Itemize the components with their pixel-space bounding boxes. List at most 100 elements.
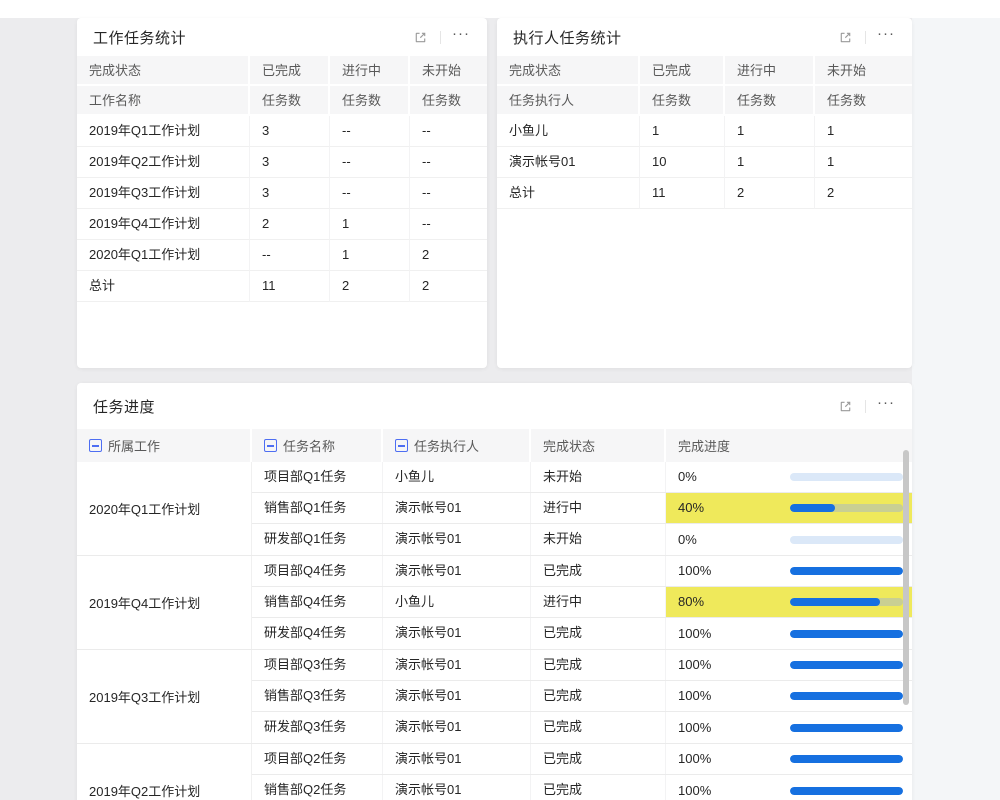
task-name-cell: 销售部Q1任务 bbox=[252, 493, 383, 523]
table-cell: 11 bbox=[640, 178, 725, 209]
more-menu-icon[interactable]: ··· bbox=[452, 25, 470, 42]
progress-bar bbox=[790, 661, 903, 669]
table-cell: 1 bbox=[725, 147, 815, 178]
table-cell: 2 bbox=[250, 209, 330, 240]
executor-cell: 演示帐号01 bbox=[383, 775, 531, 800]
table-cell: 3 bbox=[250, 147, 330, 178]
executor-cell: 演示帐号01 bbox=[383, 524, 531, 555]
status-cell: 未开始 bbox=[531, 524, 666, 555]
table-cell: -- bbox=[410, 178, 487, 209]
task-row: 项目部Q1任务 小鱼儿 未开始 0% bbox=[252, 462, 912, 493]
group-work-name: 2019年Q4工作计划 bbox=[77, 556, 252, 649]
group-work-name: 2019年Q3工作计划 bbox=[77, 650, 252, 743]
task-name-cell: 项目部Q3任务 bbox=[252, 650, 383, 680]
column-header-label: 完成进度 bbox=[678, 439, 731, 454]
task-name-cell: 销售部Q3任务 bbox=[252, 681, 383, 711]
task-row: 销售部Q3任务 演示帐号01 已完成 100% bbox=[252, 681, 912, 712]
progress-percent-label: 100% bbox=[678, 688, 712, 703]
column-header: 任务数 bbox=[725, 86, 815, 116]
work-group: 2019年Q4工作计划 项目部Q4任务 演示帐号01 已完成 100% 销售部Q… bbox=[77, 556, 912, 650]
table-cell: -- bbox=[250, 240, 330, 271]
table-cell: 演示帐号01 bbox=[497, 147, 640, 178]
task-row: 研发部Q3任务 演示帐号01 已完成 100% bbox=[252, 712, 912, 743]
table-cell: 2 bbox=[330, 271, 410, 302]
column-header-executor: 任务执行人 bbox=[383, 429, 531, 462]
progress-cell-highlighted: 80% bbox=[666, 587, 912, 617]
table-cell: 11 bbox=[250, 271, 330, 302]
collapse-column-icon[interactable] bbox=[89, 439, 102, 452]
progress-percent-label: 100% bbox=[678, 751, 712, 766]
status-cell: 已完成 bbox=[531, 775, 666, 800]
progress-percent-label: 100% bbox=[678, 782, 712, 798]
column-header: 任务数 bbox=[330, 86, 410, 116]
executor-cell: 演示帐号01 bbox=[383, 681, 531, 711]
table-cell: 2 bbox=[410, 240, 487, 271]
table-cell: -- bbox=[410, 209, 487, 240]
group-work-name: 2020年Q1工作计划 bbox=[77, 462, 252, 555]
task-row: 项目部Q3任务 演示帐号01 已完成 100% bbox=[252, 650, 912, 681]
collapse-column-icon[interactable] bbox=[395, 439, 408, 452]
table-cell: 2019年Q4工作计划 bbox=[77, 209, 250, 240]
progress-bar bbox=[790, 786, 903, 795]
open-in-new-icon[interactable] bbox=[835, 396, 855, 416]
panel-header: 执行人任务统计 ··· bbox=[497, 18, 912, 56]
status-cell: 已完成 bbox=[531, 744, 666, 774]
panel-task-progress: 任务进度 ··· 所属工作 任务名称 任务执行人 bbox=[77, 383, 912, 800]
column-header: 进行中 bbox=[725, 56, 815, 86]
page-title-work-stats: 工作任务统计 bbox=[93, 29, 187, 47]
work-group: 2020年Q1工作计划 项目部Q1任务 小鱼儿 未开始 0% 销售部Q1任务 演… bbox=[77, 462, 912, 556]
column-header: 工作名称 bbox=[77, 86, 250, 116]
status-cell: 进行中 bbox=[531, 493, 666, 523]
progress-bar-fill bbox=[790, 661, 903, 669]
column-header: 任务执行人 bbox=[497, 86, 640, 116]
column-header: 已完成 bbox=[250, 56, 330, 86]
progress-percent-label: 100% bbox=[678, 625, 712, 641]
progress-bar bbox=[790, 629, 903, 638]
page-title-executor-stats: 执行人任务统计 bbox=[513, 29, 622, 47]
vertical-scrollbar[interactable] bbox=[903, 450, 909, 705]
task-name-cell: 项目部Q4任务 bbox=[252, 556, 383, 586]
progress-bar bbox=[790, 567, 903, 575]
table-cell: 1 bbox=[330, 209, 410, 240]
divider bbox=[865, 30, 866, 44]
open-in-new-icon[interactable] bbox=[835, 27, 855, 47]
open-in-new-icon[interactable] bbox=[410, 27, 430, 47]
more-menu-icon[interactable]: ··· bbox=[877, 394, 895, 411]
status-cell: 未开始 bbox=[531, 462, 666, 492]
status-cell: 已完成 bbox=[531, 681, 666, 711]
progress-cell: 100% bbox=[666, 556, 912, 586]
column-header: 未开始 bbox=[410, 56, 487, 86]
status-cell: 已完成 bbox=[531, 712, 666, 743]
table-cell: 2019年Q1工作计划 bbox=[77, 116, 250, 147]
progress-bar bbox=[790, 504, 903, 512]
top-whitespace-bar bbox=[0, 0, 1000, 18]
task-name-cell: 研发部Q1任务 bbox=[252, 524, 383, 555]
status-cell: 已完成 bbox=[531, 556, 666, 586]
work-stats-table: 完成状态 已完成 进行中 未开始 工作名称 任务数 任务数 任务数 2019年Q… bbox=[77, 56, 487, 302]
collapse-column-icon[interactable] bbox=[264, 439, 277, 452]
column-header: 任务数 bbox=[250, 86, 330, 116]
progress-percent-label: 0% bbox=[678, 469, 697, 484]
column-header-task: 任务名称 bbox=[252, 429, 383, 462]
column-header: 已完成 bbox=[640, 56, 725, 86]
table-cell: 1 bbox=[815, 116, 912, 147]
panel-work-task-stats: 工作任务统计 ··· 完成状态 已完成 进行中 未开始 工作名称 任务数 任务数… bbox=[77, 18, 487, 368]
progress-bar bbox=[790, 692, 903, 700]
group-work-name: 2019年Q2工作计划 bbox=[77, 744, 252, 800]
table-cell: 2020年Q1工作计划 bbox=[77, 240, 250, 271]
table-cell: -- bbox=[410, 147, 487, 178]
progress-bar bbox=[790, 535, 903, 544]
task-row: 项目部Q4任务 演示帐号01 已完成 100% bbox=[252, 556, 912, 587]
progress-bar bbox=[790, 598, 903, 606]
table-cell: -- bbox=[410, 116, 487, 147]
table-cell: 2019年Q2工作计划 bbox=[77, 147, 250, 178]
progress-percent-label: 40% bbox=[678, 500, 705, 515]
progress-table-header: 所属工作 任务名称 任务执行人 完成状态 完成进度 bbox=[77, 429, 912, 462]
more-menu-icon[interactable]: ··· bbox=[877, 25, 895, 42]
task-row: 项目部Q2任务 演示帐号01 已完成 100% bbox=[252, 744, 912, 775]
executor-cell: 演示帐号01 bbox=[383, 650, 531, 680]
task-name-cell: 销售部Q4任务 bbox=[252, 587, 383, 617]
table-cell: 2019年Q3工作计划 bbox=[77, 178, 250, 209]
task-row: 研发部Q1任务 演示帐号01 未开始 0% bbox=[252, 524, 912, 555]
executor-cell: 演示帐号01 bbox=[383, 618, 531, 649]
